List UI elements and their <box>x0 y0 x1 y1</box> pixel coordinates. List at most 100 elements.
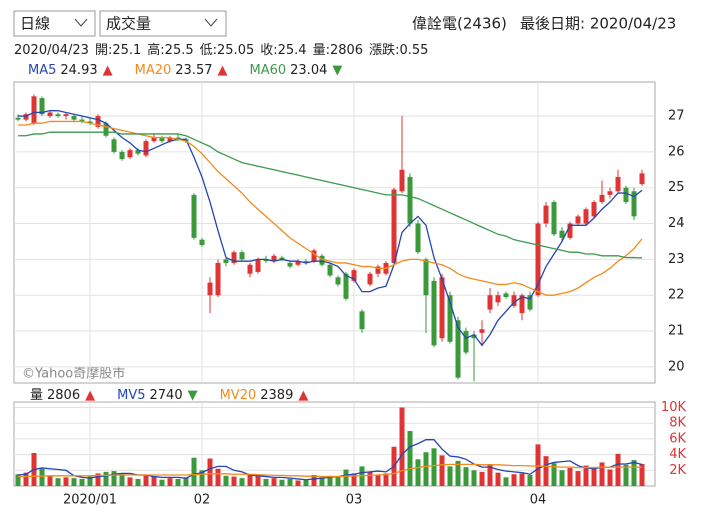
volume-bar <box>487 464 493 486</box>
y-tick-label: 8K <box>669 416 686 431</box>
quote-date: 2020/04/23 <box>14 43 89 58</box>
chevron[interactable] <box>204 18 218 27</box>
y-tick-label: 26 <box>668 144 685 159</box>
indicator-dropdown[interactable]: 成交量 <box>99 10 227 37</box>
legend-value: 2806 <box>47 388 80 403</box>
candle-body <box>319 255 325 265</box>
candle-body <box>223 259 229 263</box>
dropdown-text[interactable]: 成交量 <box>106 15 151 33</box>
volume-bar <box>375 475 381 486</box>
volume-bar <box>271 478 277 486</box>
candle-body <box>207 282 213 296</box>
dropdown-box[interactable] <box>13 10 96 37</box>
volume-bar <box>567 467 573 486</box>
volume-bar <box>279 479 285 486</box>
plot-frame <box>13 401 656 487</box>
candle-body <box>151 137 157 142</box>
candle-body <box>119 151 125 160</box>
quote-value: 25.1 <box>112 43 141 58</box>
y-tick-label: 6K <box>669 431 686 446</box>
candle-body <box>271 255 277 262</box>
volume-bar <box>431 448 437 486</box>
candle-body <box>191 194 197 238</box>
quote-label: 低: <box>200 43 217 58</box>
volume-bar <box>383 473 389 486</box>
volume-bar <box>111 471 117 486</box>
volume-bar <box>119 474 125 486</box>
volume-bar <box>511 474 517 486</box>
volume-bar <box>191 457 197 486</box>
dropdown-text[interactable]: 日線 <box>20 15 50 33</box>
dropdown-box[interactable] <box>99 10 227 37</box>
candle-body <box>575 216 581 224</box>
volume-bar <box>407 431 413 486</box>
volume-bar <box>591 468 597 486</box>
candle-body <box>335 277 341 285</box>
candle-body <box>631 191 637 217</box>
candle-body <box>239 252 245 260</box>
y-tick-label: 20 <box>668 359 685 374</box>
candle-body <box>367 273 373 285</box>
x-tick-label: 03 <box>346 493 363 508</box>
candle-body <box>615 176 621 192</box>
volume-bar <box>415 459 421 486</box>
candle-body <box>311 250 317 262</box>
candle-body <box>167 137 173 142</box>
volume-bar <box>447 466 453 486</box>
volume-bar <box>335 476 341 486</box>
candle-body <box>479 329 485 333</box>
candle-body <box>447 295 453 342</box>
volume-bar <box>151 476 157 486</box>
candle-body <box>55 114 61 117</box>
volume-bar <box>135 478 141 486</box>
average-line <box>18 131 643 259</box>
candle-body <box>399 169 405 192</box>
volume-bar <box>623 464 629 486</box>
candle-body <box>495 295 501 303</box>
volume-bar <box>71 478 77 486</box>
volume-bar <box>311 475 317 486</box>
period-dropdown[interactable]: 日線 <box>13 10 96 37</box>
stock-name: 偉詮電(2436) <box>412 15 507 33</box>
y-tick-label: 25 <box>668 180 685 195</box>
y-tick-label: 22 <box>668 288 685 303</box>
candle-body <box>623 187 629 203</box>
legend-value: 23.57 <box>175 63 212 78</box>
quote-label: 收: <box>260 43 277 58</box>
legend-arrow: ▼ <box>332 63 342 78</box>
quote-label: 漲跌: <box>369 42 399 58</box>
legend-value: 2740 <box>150 388 183 403</box>
legend: 量 2806 ▲ MV5 2740 ▼ MV20 2389 ▲ <box>30 388 308 403</box>
candle-body <box>287 262 293 267</box>
candle-body <box>159 137 165 142</box>
volume-bar <box>575 471 581 486</box>
volume-bar <box>399 407 405 486</box>
y-tick-label: 27 <box>668 109 685 124</box>
volume-bar <box>463 467 469 486</box>
candle-body <box>599 194 605 203</box>
volume-bar <box>127 477 133 486</box>
volume-bar <box>207 458 213 486</box>
candle-body <box>215 262 221 296</box>
legend-arrow: ▲ <box>217 63 227 78</box>
volume-bar <box>167 478 173 486</box>
chevron[interactable] <box>74 18 88 27</box>
candle-body <box>175 137 181 140</box>
volume-bar <box>615 453 621 486</box>
volume-bar <box>631 460 637 486</box>
legend-arrow: ▲ <box>85 388 95 403</box>
y-tick-label: 4K <box>669 447 686 462</box>
candle-body <box>279 257 285 260</box>
volume-bar <box>223 475 229 486</box>
legend-value: 23.04 <box>290 63 327 78</box>
legend: MA5 24.93 ▲ MA20 23.57 ▲ MA60 23.04 ▼ <box>28 63 342 78</box>
volume-bar <box>599 462 605 486</box>
watermark: ©Yahoo奇摩股市 <box>22 366 125 382</box>
volume-bar <box>543 456 549 486</box>
candle-body <box>295 261 301 265</box>
volume-bar <box>471 470 477 486</box>
volume-bar <box>287 478 293 486</box>
volume-bar <box>15 474 21 486</box>
candle-body <box>503 293 509 297</box>
volume-bar <box>551 463 557 486</box>
